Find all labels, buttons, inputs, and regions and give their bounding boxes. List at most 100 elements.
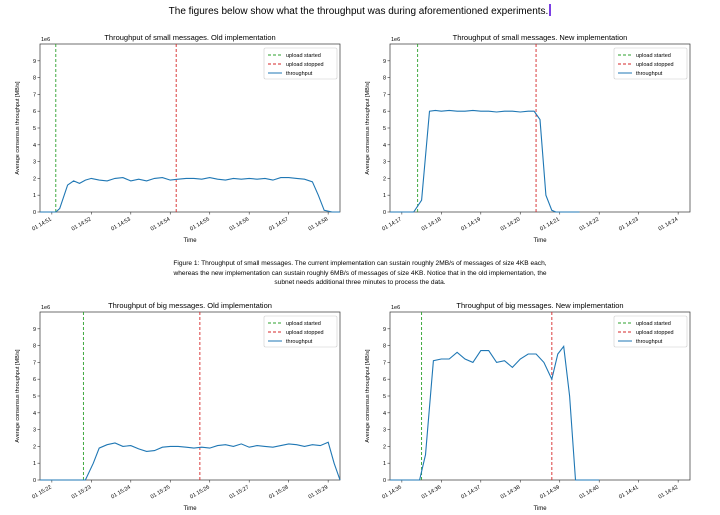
x-tick-label: 01 15:27 (229, 485, 251, 501)
x-axis-label: Time (533, 238, 547, 244)
x-tick-label: 01 15:29 (308, 485, 330, 501)
y-tick-label: 0 (383, 210, 386, 216)
figure-caption: Figure 1: Throughput of small messages. … (150, 259, 570, 288)
x-tick-label: 01 14:58 (308, 217, 330, 233)
y-tick-label: 4 (383, 411, 386, 417)
y-tick-label: 0 (33, 478, 36, 484)
x-tick-label: 01 14:35 (381, 485, 403, 501)
x-tick-label: 01 14:19 (460, 217, 482, 233)
y-tick-label: 8 (383, 344, 386, 350)
throughput-series-line (40, 177, 340, 213)
chart-title: Throughput of small messages. Old implem… (104, 33, 275, 42)
y-tick-label: 5 (383, 394, 386, 400)
x-tick-label: 01 14:23 (618, 217, 640, 233)
legend-upload-started-label: upload started (636, 53, 671, 59)
throughput-series-line (390, 109, 580, 213)
intro-text-line: The figures below show what the throughp… (0, 4, 720, 17)
x-tick-label: 01 15:26 (189, 485, 211, 501)
chart-panel-big-old: Throughput of big messages. Old implemen… (10, 296, 355, 514)
y-tick-label: 9 (383, 327, 386, 333)
x-tick-label: 01 14:40 (579, 485, 601, 501)
y-axis-label: Average consensus throughput [MB/s] (15, 349, 21, 443)
legend-box (263, 47, 338, 80)
y-multiplier-label: 1e6 (391, 37, 400, 43)
legend-upload-stopped-label: upload stopped (286, 62, 324, 68)
x-tick-label: 01 15:24 (110, 485, 132, 501)
x-tick-label: 01 14:57 (268, 217, 290, 233)
throughput-series-line (40, 441, 341, 481)
y-tick-label: 6 (33, 109, 36, 115)
legend-upload-started-label: upload started (286, 321, 321, 327)
x-tick-label: 01 15:28 (268, 485, 290, 501)
y-axis-label: Average consensus throughput [MB/s] (15, 81, 21, 175)
y-tick-label: 5 (383, 126, 386, 132)
caption-line: Figure 1: Throughput of small messages. … (173, 260, 547, 267)
y-tick-label: 1 (383, 461, 386, 467)
chart-svg: Throughput of small messages. Old implem… (15, 33, 341, 244)
chart-svg: Throughput of small messages. New implem… (365, 33, 691, 244)
y-tick-label: 7 (383, 92, 386, 98)
x-tick-label: 01 14:51 (31, 217, 53, 233)
x-tick-label: 01 14:37 (460, 485, 482, 501)
x-tick-label: 01 14:39 (539, 485, 561, 501)
intro-text: The figures below show what the throughp… (168, 6, 549, 17)
text-cursor (549, 4, 552, 16)
x-tick-label: 01 15:23 (71, 485, 93, 501)
legend-upload-started-label: upload started (636, 321, 671, 327)
x-axis-label: Time (533, 506, 547, 512)
x-tick-label: 01 14:53 (110, 217, 132, 233)
y-tick-label: 3 (33, 428, 36, 434)
y-tick-label: 4 (33, 143, 36, 149)
x-axis-label: Time (183, 238, 197, 244)
y-tick-label: 0 (33, 210, 36, 216)
y-tick-label: 7 (33, 360, 36, 366)
x-tick-label: 01 15:25 (150, 485, 172, 501)
y-tick-label: 9 (383, 59, 386, 65)
y-axis-label: Average consensus throughput [MB/s] (365, 81, 371, 175)
chart-svg: Throughput of big messages. New implemen… (365, 301, 691, 512)
y-tick-label: 0 (383, 478, 386, 484)
chart-panel-big-new: Throughput of big messages. New implemen… (360, 296, 705, 514)
x-tick-label: 01 14:56 (229, 217, 251, 233)
y-tick-label: 2 (383, 444, 386, 450)
y-multiplier-label: 1e6 (41, 305, 50, 311)
chart-panel-small-new: Throughput of small messages. New implem… (360, 28, 705, 246)
legend-upload-started-label: upload started (286, 53, 321, 59)
y-tick-label: 9 (33, 327, 36, 333)
y-tick-label: 5 (33, 126, 36, 132)
y-tick-label: 3 (383, 428, 386, 434)
x-tick-label: 01 14:17 (381, 217, 403, 233)
y-tick-label: 2 (33, 444, 36, 450)
x-tick-label: 01 15:22 (31, 485, 53, 501)
y-tick-label: 6 (33, 377, 36, 383)
y-tick-label: 4 (33, 411, 36, 417)
y-tick-label: 7 (383, 360, 386, 366)
caption-line: subnet needs additional three minutes to… (274, 279, 446, 286)
x-tick-label: 01 14:41 (618, 485, 640, 501)
chart-title: Throughput of big messages. Old implemen… (108, 301, 272, 310)
chart-title: Throughput of small messages. New implem… (453, 33, 628, 42)
y-tick-label: 1 (33, 193, 36, 199)
x-axis-label: Time (183, 506, 197, 512)
legend-box (613, 315, 688, 348)
legend-upload-stopped-label: upload stopped (636, 330, 674, 336)
y-tick-label: 7 (33, 92, 36, 98)
legend-throughput-label: throughput (286, 339, 313, 345)
y-tick-label: 3 (383, 160, 386, 166)
x-tick-label: 01 14:36 (421, 485, 443, 501)
x-tick-label: 01 14:22 (579, 217, 601, 233)
x-tick-label: 01 14:55 (189, 217, 211, 233)
y-tick-label: 1 (33, 461, 36, 467)
x-tick-label: 01 14:54 (150, 217, 172, 233)
x-tick-label: 01 14:24 (658, 217, 680, 233)
throughput-series-line (390, 345, 600, 481)
y-tick-label: 2 (33, 176, 36, 182)
y-tick-label: 5 (33, 394, 36, 400)
chart-panel-small-old: Throughput of small messages. Old implem… (10, 28, 355, 246)
legend-throughput-label: throughput (286, 71, 313, 77)
x-tick-label: 01 14:21 (539, 217, 561, 233)
legend-throughput-label: throughput (636, 71, 663, 77)
y-multiplier-label: 1e6 (41, 37, 50, 43)
x-tick-label: 01 14:42 (658, 485, 680, 501)
y-multiplier-label: 1e6 (391, 305, 400, 311)
